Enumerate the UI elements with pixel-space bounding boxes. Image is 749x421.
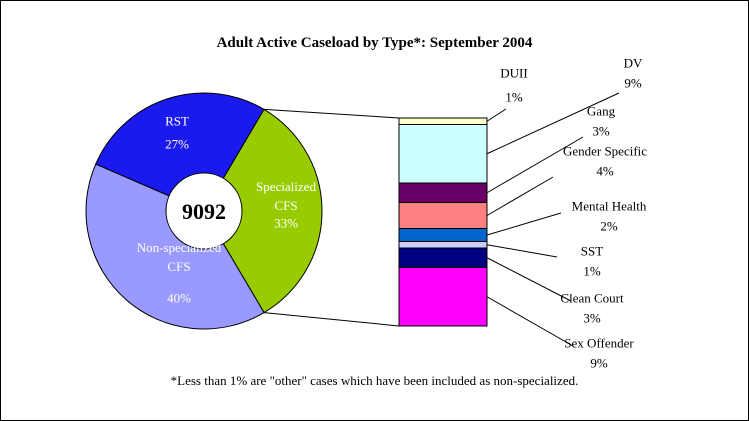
slice-value-label: 33% <box>274 215 298 231</box>
pie-slice <box>95 92 265 212</box>
leader-line <box>486 212 562 236</box>
bar-label: Mental Health <box>571 198 647 214</box>
pie-slice <box>85 163 265 330</box>
bar-label: DV <box>623 55 643 71</box>
chart-title: Adult Active Caseload by Type*: Septembe… <box>216 35 533 51</box>
slice-value-label: 27% <box>165 136 189 152</box>
bar-value-label: 9% <box>624 75 642 91</box>
bar-label: Gang <box>586 103 616 119</box>
bar-segment <box>398 247 488 268</box>
connector <box>264 108 400 119</box>
slice-label: Non-specialized CFS <box>136 240 222 274</box>
leader-line <box>486 244 558 258</box>
leader-line <box>486 108 507 122</box>
bar-label: Clean Court <box>560 290 624 306</box>
bar-value-label: 3% <box>592 123 610 139</box>
connector <box>264 312 400 327</box>
bar-value-label: 3% <box>583 310 601 326</box>
slice-value-label: 40% <box>167 290 191 306</box>
bar-segment <box>398 117 488 125</box>
bar-label: SST <box>580 243 604 259</box>
bar-segment <box>398 228 488 242</box>
bar-value-label: 1% <box>583 263 601 279</box>
leader-line <box>486 257 572 302</box>
leader-line <box>486 296 574 347</box>
pie-slice <box>203 108 323 314</box>
bar-value-label: 2% <box>600 218 618 234</box>
bar-segment <box>398 182 488 203</box>
bar-segment <box>398 202 488 229</box>
bar-label: Gender Specific <box>562 143 648 159</box>
slice-label: RST <box>165 113 189 129</box>
bar-segment <box>398 267 488 327</box>
bar-value-label: 9% <box>590 355 608 371</box>
slice-label: Specialized CFS <box>256 179 316 213</box>
leader-line <box>486 176 554 216</box>
center-hole <box>165 172 243 250</box>
footnote: *Less than 1% are "other" cases which ha… <box>170 373 579 388</box>
total-label: 9092 <box>182 199 226 224</box>
bar-segment <box>398 124 488 184</box>
leader-line <box>486 92 620 155</box>
leader-line <box>486 136 584 194</box>
bar-label: Sex Offender <box>564 335 634 351</box>
bar-value-label: 4% <box>596 163 614 179</box>
bar-label: DUII <box>500 65 528 81</box>
bar-segment <box>398 241 488 249</box>
bar-value-label: 1% <box>505 89 523 105</box>
